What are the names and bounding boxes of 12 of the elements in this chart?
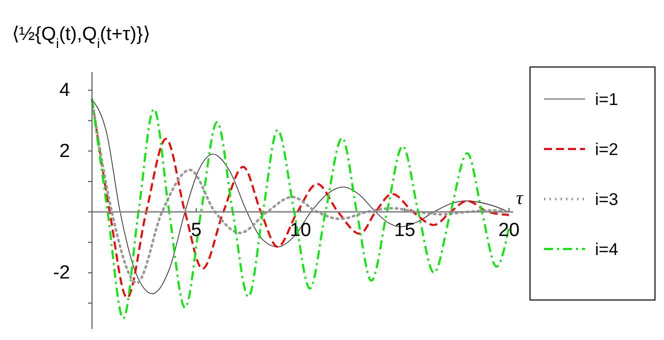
- x-tick-label: 15: [394, 220, 416, 241]
- legend-label: i=1: [595, 90, 618, 109]
- legend-label: i=3: [595, 190, 618, 209]
- y-axis-title: ⟨½{Q$_{i}$(t),Q$_{i}$(t+τ)}⟩: [12, 24, 150, 50]
- legend-label: i=2: [595, 140, 618, 159]
- y-tick-label: 2: [59, 141, 70, 162]
- y-tick-label: -2: [53, 262, 70, 284]
- x-axis-title: τ: [516, 188, 524, 209]
- x-tick-label: 5: [190, 220, 202, 241]
- x-tick-label: 20: [498, 220, 520, 241]
- legend-label: i=4: [595, 240, 618, 259]
- y-tick-label: 4: [59, 80, 70, 102]
